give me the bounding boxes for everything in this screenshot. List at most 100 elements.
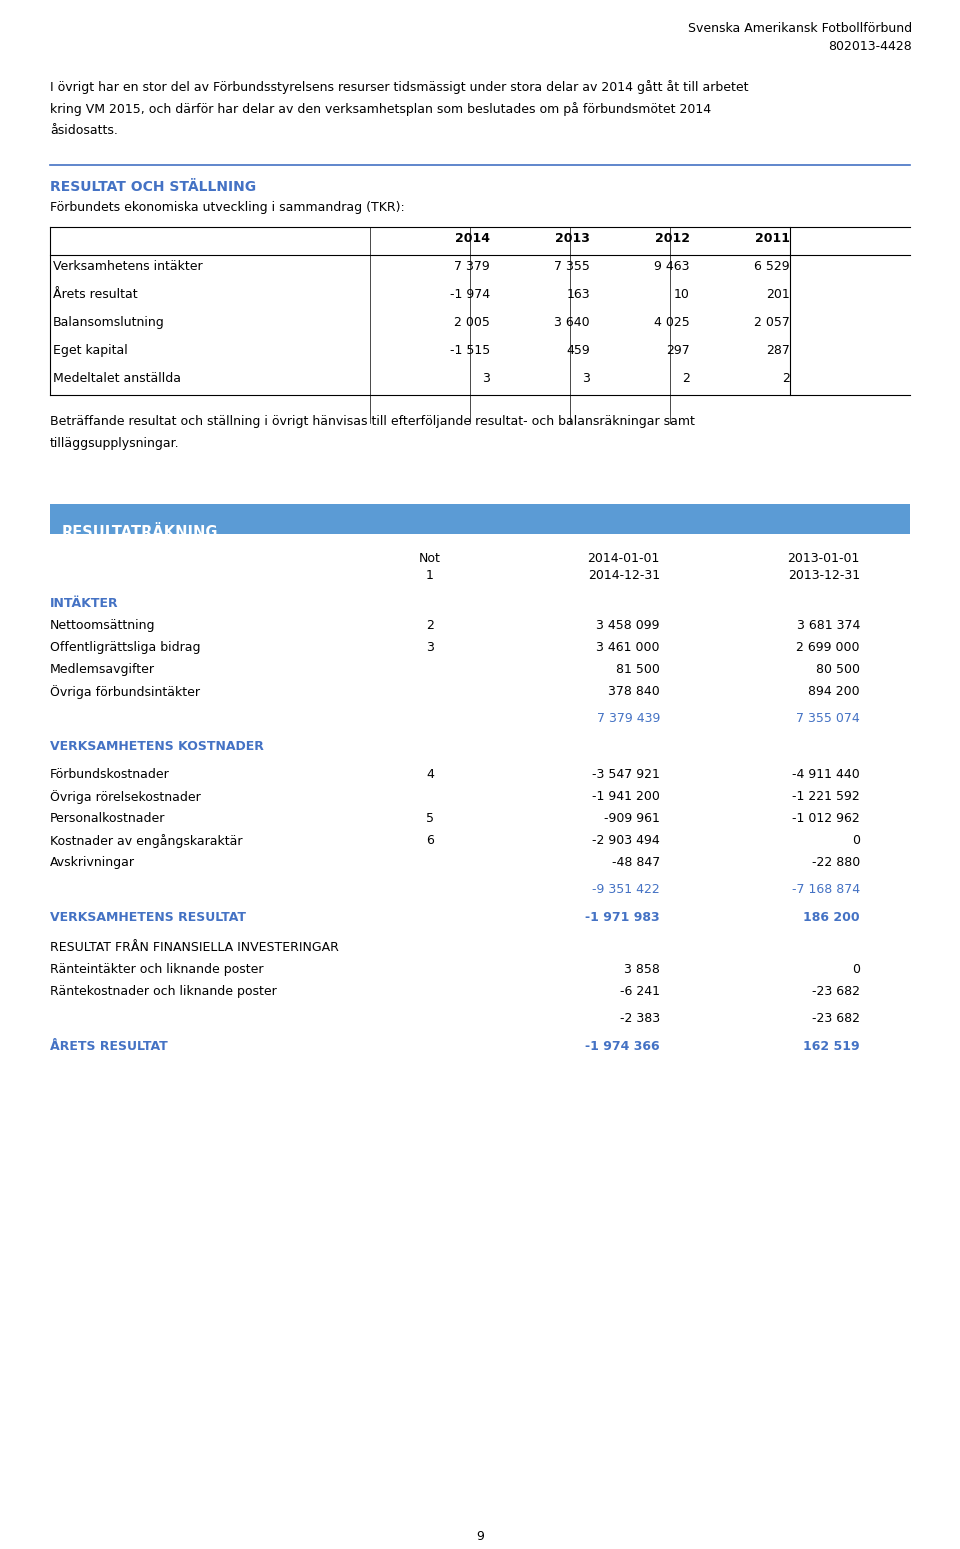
Text: 3: 3 bbox=[426, 641, 434, 654]
Text: -3 547 921: -3 547 921 bbox=[592, 768, 660, 781]
Text: Personalkostnader: Personalkostnader bbox=[50, 812, 165, 826]
Text: -1 971 983: -1 971 983 bbox=[586, 911, 660, 925]
Text: ÅRETS RESULTAT: ÅRETS RESULTAT bbox=[50, 1039, 168, 1053]
Text: 2013-01-01: 2013-01-01 bbox=[787, 551, 860, 565]
Text: 6 529: 6 529 bbox=[755, 260, 790, 273]
Text: -909 961: -909 961 bbox=[604, 812, 660, 826]
Text: Förbundskostnader: Förbundskostnader bbox=[50, 768, 170, 781]
Text: 81 500: 81 500 bbox=[616, 663, 660, 675]
Text: 894 200: 894 200 bbox=[808, 685, 860, 699]
Text: 3: 3 bbox=[582, 372, 590, 386]
Text: 2013-12-31: 2013-12-31 bbox=[788, 568, 860, 582]
Text: Nettoomsättning: Nettoomsättning bbox=[50, 620, 156, 632]
Text: Ränteintäkter och liknande poster: Ränteintäkter och liknande poster bbox=[50, 963, 263, 976]
Text: 7 379: 7 379 bbox=[454, 260, 490, 273]
Text: RESULTAT FRÅN FINANSIELLA INVESTERINGAR: RESULTAT FRÅN FINANSIELLA INVESTERINGAR bbox=[50, 940, 339, 954]
Text: -9 351 422: -9 351 422 bbox=[592, 883, 660, 895]
Text: Årets resultat: Årets resultat bbox=[53, 288, 137, 301]
Text: 2011: 2011 bbox=[755, 232, 790, 245]
Text: 201: 201 bbox=[766, 288, 790, 301]
Text: Förbundets ekonomiska utveckling i sammandrag (TKR):: Förbundets ekonomiska utveckling i samma… bbox=[50, 201, 405, 214]
Text: Räntekostnader och liknande poster: Räntekostnader och liknande poster bbox=[50, 985, 276, 998]
Text: 9 463: 9 463 bbox=[655, 260, 690, 273]
Text: -48 847: -48 847 bbox=[612, 857, 660, 869]
Text: Verksamhetens intäkter: Verksamhetens intäkter bbox=[53, 260, 203, 273]
Text: 7 355 074: 7 355 074 bbox=[796, 713, 860, 725]
Text: 2014-12-31: 2014-12-31 bbox=[588, 568, 660, 582]
Text: Medeltalet anställda: Medeltalet anställda bbox=[53, 372, 181, 386]
Text: 2013: 2013 bbox=[555, 232, 590, 245]
Text: 2: 2 bbox=[683, 372, 690, 386]
Text: -22 880: -22 880 bbox=[812, 857, 860, 869]
Text: 0: 0 bbox=[852, 963, 860, 976]
Text: 162 519: 162 519 bbox=[804, 1039, 860, 1053]
Text: 163: 163 bbox=[566, 288, 590, 301]
Text: 2 005: 2 005 bbox=[454, 316, 490, 328]
Text: VERKSAMHETENS RESULTAT: VERKSAMHETENS RESULTAT bbox=[50, 911, 246, 925]
Text: Eget kapital: Eget kapital bbox=[53, 344, 128, 356]
Text: -7 168 874: -7 168 874 bbox=[792, 883, 860, 895]
Text: 802013-4428: 802013-4428 bbox=[828, 40, 912, 53]
Text: RESULTAT OCH STÄLLNING: RESULTAT OCH STÄLLNING bbox=[50, 180, 256, 194]
Text: -1 515: -1 515 bbox=[449, 344, 490, 356]
Text: Medlemsavgifter: Medlemsavgifter bbox=[50, 663, 155, 675]
Text: Offentligrättsliga bidrag: Offentligrättsliga bidrag bbox=[50, 641, 201, 654]
Text: 3: 3 bbox=[482, 372, 490, 386]
Text: 1: 1 bbox=[426, 568, 434, 582]
Text: 2014-01-01: 2014-01-01 bbox=[588, 551, 660, 565]
Text: Svenska Amerikansk Fotbollförbund: Svenska Amerikansk Fotbollförbund bbox=[688, 22, 912, 36]
Text: 2: 2 bbox=[426, 620, 434, 632]
Text: Not: Not bbox=[420, 551, 441, 565]
Text: kring VM 2015, och därför har delar av den verksamhetsplan som beslutades om på : kring VM 2015, och därför har delar av d… bbox=[50, 102, 711, 116]
Text: 2012: 2012 bbox=[655, 232, 690, 245]
Text: 378 840: 378 840 bbox=[609, 685, 660, 699]
Text: 3 640: 3 640 bbox=[554, 316, 590, 328]
Text: 3 681 374: 3 681 374 bbox=[797, 620, 860, 632]
Text: Beträffande resultat och ställning i övrigt hänvisas till efterföljande resultat: Beträffande resultat och ställning i övr… bbox=[50, 415, 695, 428]
Text: 7 355: 7 355 bbox=[554, 260, 590, 273]
Text: -1 974: -1 974 bbox=[450, 288, 490, 301]
Text: 6: 6 bbox=[426, 833, 434, 847]
Text: 2 699 000: 2 699 000 bbox=[797, 641, 860, 654]
Text: 10: 10 bbox=[674, 288, 690, 301]
Text: -1 221 592: -1 221 592 bbox=[792, 790, 860, 802]
Text: 459: 459 bbox=[566, 344, 590, 356]
Text: 4: 4 bbox=[426, 768, 434, 781]
Text: -1 974 366: -1 974 366 bbox=[586, 1039, 660, 1053]
Text: Balansomslutning: Balansomslutning bbox=[53, 316, 165, 328]
Text: åsidosatts.: åsidosatts. bbox=[50, 124, 118, 136]
Text: 2 057: 2 057 bbox=[755, 316, 790, 328]
Text: tilläggsupplysningar.: tilläggsupplysningar. bbox=[50, 437, 180, 451]
Text: 5: 5 bbox=[426, 812, 434, 826]
Text: Övriga rörelsekostnader: Övriga rörelsekostnader bbox=[50, 790, 201, 804]
Text: 0: 0 bbox=[852, 833, 860, 847]
Text: 2: 2 bbox=[782, 372, 790, 386]
Text: 9: 9 bbox=[476, 1530, 484, 1543]
Text: -23 682: -23 682 bbox=[812, 1011, 860, 1025]
Text: -2 383: -2 383 bbox=[620, 1011, 660, 1025]
Text: 7 379 439: 7 379 439 bbox=[596, 713, 660, 725]
Text: 3 458 099: 3 458 099 bbox=[596, 620, 660, 632]
Text: -23 682: -23 682 bbox=[812, 985, 860, 998]
Text: Avskrivningar: Avskrivningar bbox=[50, 857, 135, 869]
Text: 4 025: 4 025 bbox=[655, 316, 690, 328]
Text: -4 911 440: -4 911 440 bbox=[792, 768, 860, 781]
Text: 186 200: 186 200 bbox=[804, 911, 860, 925]
Text: 297: 297 bbox=[666, 344, 690, 356]
Text: Kostnader av engångskaraktär: Kostnader av engångskaraktär bbox=[50, 833, 243, 847]
Text: -1 941 200: -1 941 200 bbox=[592, 790, 660, 802]
Text: RESULTATRÄKNING: RESULTATRÄKNING bbox=[62, 525, 219, 541]
Text: Övriga förbundsintäkter: Övriga förbundsintäkter bbox=[50, 685, 200, 699]
Text: 2014: 2014 bbox=[455, 232, 490, 245]
Text: 287: 287 bbox=[766, 344, 790, 356]
Text: INTÄKTER: INTÄKTER bbox=[50, 596, 119, 610]
Text: 3 461 000: 3 461 000 bbox=[596, 641, 660, 654]
Text: -1 012 962: -1 012 962 bbox=[792, 812, 860, 826]
Text: -6 241: -6 241 bbox=[620, 985, 660, 998]
Text: VERKSAMHETENS KOSTNADER: VERKSAMHETENS KOSTNADER bbox=[50, 740, 264, 753]
Text: -2 903 494: -2 903 494 bbox=[592, 833, 660, 847]
Text: 80 500: 80 500 bbox=[816, 663, 860, 675]
Text: I övrigt har en stor del av Förbundsstyrelsens resurser tidsmässigt under stora : I övrigt har en stor del av Förbundsstyr… bbox=[50, 81, 749, 94]
Bar bbox=[50, 503, 910, 534]
Text: 3 858: 3 858 bbox=[624, 963, 660, 976]
